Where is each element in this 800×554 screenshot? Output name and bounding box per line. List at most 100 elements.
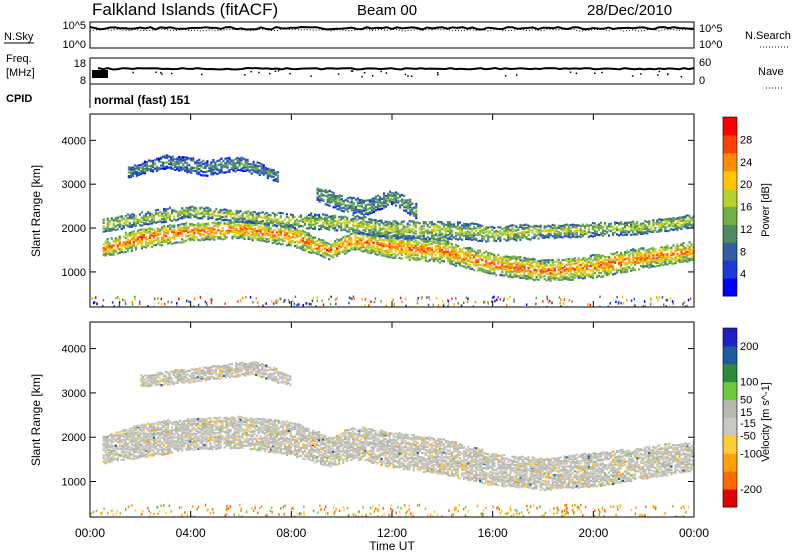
power-cell: [519, 270, 522, 273]
power-cell: [348, 249, 351, 252]
power-cell: [682, 302, 684, 306]
power-cell: [456, 257, 460, 260]
power-cell: [465, 260, 468, 263]
power-cell: [314, 223, 317, 226]
power-cell: [549, 230, 552, 233]
power-cell: [285, 221, 288, 224]
power-cell: [154, 221, 158, 224]
power-cell: [402, 245, 405, 248]
power-cell: [152, 230, 156, 233]
power-cell: [662, 255, 665, 259]
power-cell: [450, 262, 454, 265]
power-cell: [229, 221, 232, 225]
power-cell: [364, 241, 367, 244]
power-cell: [446, 226, 450, 229]
power-cell: [322, 225, 325, 228]
power-cell: [176, 166, 179, 169]
power-cell: [299, 224, 303, 228]
power-cell: [245, 229, 248, 232]
power-cell: [622, 267, 625, 270]
power-cell: [310, 239, 313, 242]
power-cell: [106, 229, 109, 232]
power-cell: [299, 247, 303, 250]
power-cell: [130, 216, 133, 219]
power-cell: [682, 242, 685, 245]
power-cell: [595, 262, 598, 266]
power-cell: [505, 229, 508, 232]
power-cell: [444, 223, 448, 227]
power-cell: [171, 242, 174, 245]
power-cell: [171, 212, 174, 215]
power-cell: [626, 266, 629, 269]
power-cell: [503, 265, 506, 268]
power-cell: [401, 193, 404, 197]
power-cell: [132, 232, 135, 235]
power-cell: [603, 229, 607, 232]
power-cell: [195, 216, 198, 219]
power-cell: [481, 237, 484, 240]
power-cell: [240, 167, 243, 170]
power-cell: [399, 204, 402, 207]
power-cell: [434, 223, 437, 226]
power-cell: [158, 167, 161, 170]
power-cell: [186, 162, 189, 165]
power-cell: [475, 255, 478, 258]
power-cell: [189, 237, 192, 240]
power-cell: [432, 230, 435, 233]
power-cell: [436, 239, 439, 242]
power-cell: [475, 237, 478, 240]
power-cell: [668, 223, 671, 226]
power-cell: [473, 237, 476, 240]
power-cell: [605, 227, 609, 230]
power-cell: [424, 256, 427, 259]
power-cell: [186, 299, 188, 303]
power-cell: [549, 268, 552, 271]
power-cell: [394, 233, 397, 236]
power-cell: [156, 232, 160, 236]
power-cell: [428, 296, 430, 299]
power-cell: [386, 220, 389, 223]
power-cell: [252, 300, 254, 304]
power-cell: [227, 232, 230, 235]
power-cell: [346, 240, 349, 243]
power-cell: [171, 230, 174, 233]
power-cell: [112, 239, 115, 242]
power-cell: [473, 254, 476, 257]
power-cell: [517, 236, 520, 239]
power-cell: [444, 227, 448, 230]
power-cell: [289, 236, 292, 239]
power-cell: [197, 228, 200, 231]
power-cell: [320, 239, 323, 242]
power-cell: [469, 254, 472, 257]
power-cell: [104, 248, 107, 251]
power-cell: [182, 158, 185, 161]
power-cell: [648, 220, 651, 223]
power-cell: [523, 223, 526, 226]
power-cell: [614, 272, 617, 275]
power-cell: [247, 216, 250, 219]
power-cell: [322, 241, 325, 245]
power-cell: [366, 212, 369, 215]
power-cell: [316, 221, 319, 225]
power-cell: [163, 216, 166, 219]
power-cell: [420, 255, 423, 258]
power-cell: [358, 242, 361, 245]
power-cell: [338, 245, 341, 248]
power-cell: [674, 225, 677, 228]
power-cell: [426, 229, 429, 232]
power-cell: [587, 227, 590, 230]
power-cell: [553, 277, 556, 280]
power-cell: [310, 240, 313, 243]
power-cell: [597, 234, 601, 237]
power-cell: [513, 298, 515, 301]
power-cell: [332, 227, 335, 230]
power-cell: [118, 223, 121, 226]
power-cell: [314, 236, 317, 239]
power-cell: [370, 218, 373, 221]
power-cell: [397, 199, 400, 202]
power-cell: [454, 253, 458, 256]
power-cell: [458, 227, 462, 230]
power-cell: [293, 215, 297, 218]
power-cell: [523, 272, 526, 276]
power-cell: [683, 301, 686, 304]
